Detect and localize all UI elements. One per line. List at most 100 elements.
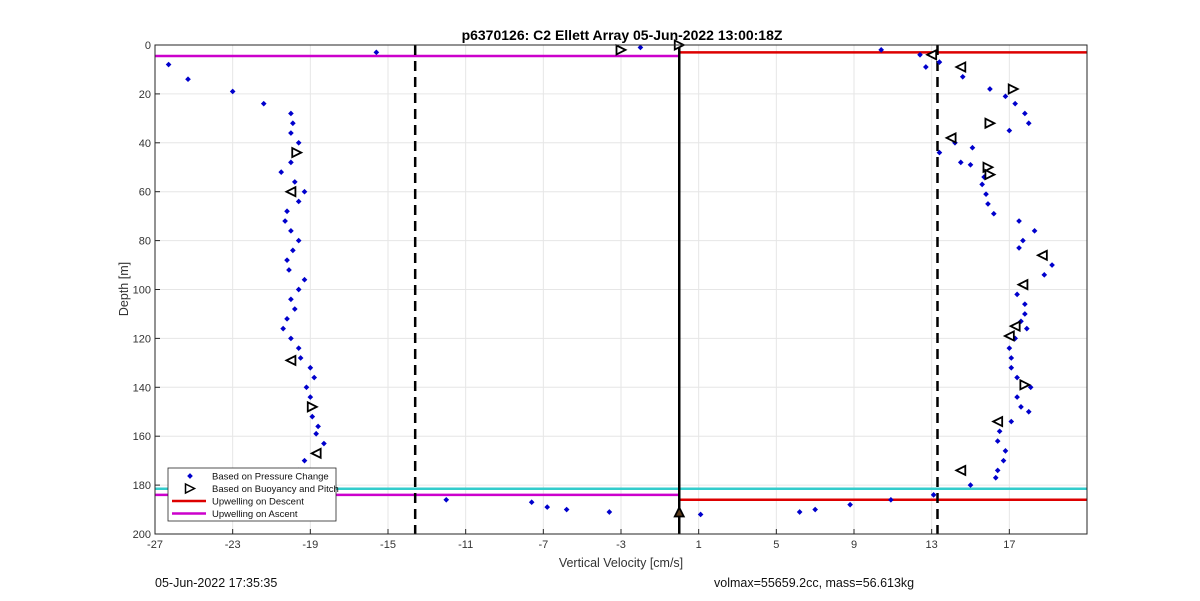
pressure-point: [917, 51, 923, 58]
pressure-point: [278, 169, 285, 175]
pressure-point: [301, 188, 308, 195]
buoyancy-marker: [309, 447, 322, 460]
footer-params: volmax=55659.2cc, mass=56.613kg: [714, 576, 915, 590]
y-tick-label: 60: [139, 187, 151, 199]
chart-title: p6370126: C2 Ellett Array 05-Jun-2022 13…: [462, 27, 783, 43]
pressure-point: [959, 73, 966, 80]
pressure-point: [443, 496, 450, 503]
buoyancy-marker: [925, 48, 938, 61]
pressure-point: [888, 496, 894, 503]
legend-label: Based on Buoyancy and Pitch: [212, 484, 339, 495]
pressure-point: [295, 345, 302, 352]
pressure-point: [284, 208, 290, 215]
y-tick-label: 120: [133, 333, 151, 345]
pressure-point: [1008, 364, 1015, 371]
pressure-point: [1025, 120, 1032, 127]
x-tick-label: -7: [538, 539, 548, 551]
pressure-point: [1008, 355, 1015, 361]
pressure-point: [288, 227, 294, 234]
pressure-point: [923, 64, 929, 70]
pressure-point: [284, 316, 290, 322]
pressure-point: [321, 440, 327, 447]
pressure-point: [291, 179, 298, 185]
pressure-point: [301, 457, 308, 464]
buoyancy-marker: [991, 415, 1004, 428]
buoyancy-marker: [944, 131, 957, 144]
pressure-point: [979, 181, 985, 188]
pressure-point: [286, 267, 292, 273]
pressure-point: [1002, 448, 1009, 454]
pressure-point: [990, 210, 997, 217]
pressure-point: [373, 49, 380, 56]
pressure-point: [288, 335, 294, 342]
buoyancy-marker: [1016, 278, 1029, 291]
pressure-point: [996, 428, 1003, 435]
legend-label: Upwelling on Ascent: [212, 509, 298, 520]
pressure-point: [290, 120, 296, 127]
buoyancy-marker: [284, 354, 297, 367]
pressure-point: [985, 201, 991, 207]
pressure-point: [1014, 374, 1020, 381]
x-tick-label: -15: [380, 539, 396, 551]
pressure-point: [930, 492, 937, 498]
legend-box: [167, 467, 337, 522]
pressure-point: [1022, 311, 1028, 317]
pressure-point: [307, 364, 314, 371]
y-tick-label: 180: [133, 480, 151, 492]
pressure-point: [295, 286, 302, 293]
buoyancy-marker: [1007, 83, 1020, 95]
buoyancy-marker: [291, 146, 304, 159]
y-tick-label: 140: [133, 382, 151, 394]
buoyancy-marker: [306, 400, 319, 413]
grid: [154, 44, 1087, 535]
x-tick-label: 9: [851, 539, 857, 551]
legend-label: Upwelling on Descent: [212, 497, 304, 508]
buoyancy-marker: [984, 117, 997, 130]
pressure-point: [606, 509, 613, 515]
y-tick-label: 40: [139, 138, 151, 150]
buoyancy-marker: [615, 43, 628, 56]
pressure-point: [301, 276, 308, 283]
pressure-point: [288, 130, 294, 136]
pressure-point: [1000, 457, 1007, 464]
buoyancy-marker: [1035, 249, 1048, 262]
pressure-point: [185, 76, 191, 83]
x-tick-label: -23: [225, 539, 241, 551]
buoyancy-marker: [954, 464, 967, 477]
pressure-point: [1016, 218, 1022, 224]
pressure-point: [290, 247, 296, 254]
x-tick-label: 5: [773, 539, 779, 551]
pressure-point: [260, 100, 267, 107]
pressure-point: [297, 355, 304, 361]
pressure-point: [1002, 93, 1009, 100]
buoyancy-marker: [984, 168, 997, 181]
buoyancy-marker: [1002, 329, 1015, 342]
pressure-point: [311, 374, 318, 381]
pressure-point: [295, 139, 302, 146]
legend-swatch: [184, 482, 197, 495]
y-tick-label: 20: [139, 89, 151, 101]
pressure-points: [165, 44, 1055, 518]
pressure-point: [313, 430, 319, 437]
buoyancy-marker: [954, 61, 967, 73]
pressure-point: [812, 506, 818, 513]
x-axis-label: Vertical Velocity [cm/s]: [559, 556, 683, 570]
y-axis-label: Depth [m]: [117, 262, 131, 316]
pressure-point: [936, 59, 943, 65]
y-tick-label: 0: [145, 40, 151, 52]
pressure-point: [315, 423, 321, 430]
pressure-point: [1014, 394, 1020, 400]
pressure-point: [295, 198, 302, 205]
pressure-point: [1014, 291, 1020, 298]
x-tick-label: 13: [926, 539, 938, 551]
pressure-point: [992, 474, 999, 481]
pressure-point: [1006, 345, 1013, 352]
y-tick-label: 200: [133, 529, 151, 541]
buoyancy-marker: [673, 505, 686, 518]
pressure-point: [563, 506, 570, 513]
buoyancy-marker: [1008, 320, 1021, 333]
pressure-point: [1012, 100, 1018, 107]
axis-ticks: -27 -23 -19 -15 -11 -7 -3 1 5 9 13 17 0 20 40 60 80 100 12…: [133, 40, 1016, 551]
buoyancy-markers: [284, 39, 1048, 518]
legend-swatch: [187, 473, 193, 479]
